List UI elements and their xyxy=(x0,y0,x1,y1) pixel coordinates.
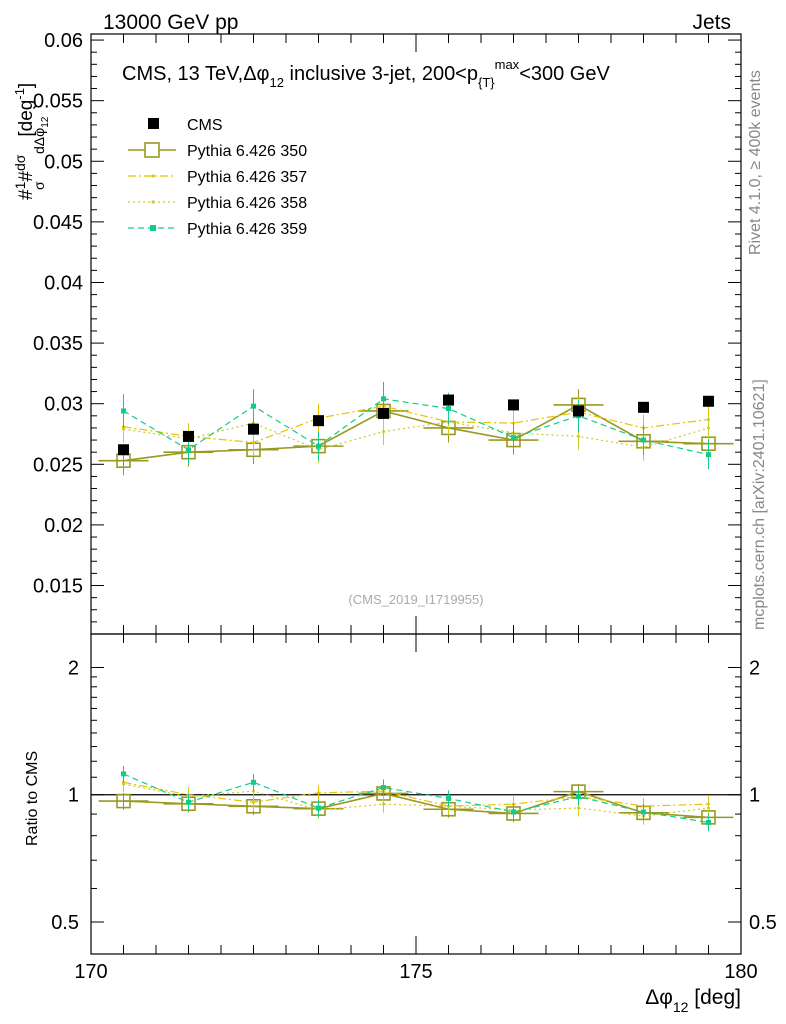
legend-label-p358: Pythia 6.426 358 xyxy=(187,195,307,212)
marker-p357 xyxy=(252,800,255,804)
ratio-ytick-label: 1 xyxy=(68,785,79,807)
marker-p358 xyxy=(252,789,255,793)
series-line-p350 xyxy=(123,790,709,819)
marker-cms xyxy=(508,399,519,411)
legend-label-cms: CMS xyxy=(187,117,223,134)
legend: CMS Pythia 6.426 350 Pythia 6.426 357 Pythi… xyxy=(128,117,307,238)
marker-p359 xyxy=(316,805,321,811)
legend-marker-cms xyxy=(148,118,159,129)
ratio-ytick-label-right: 1 xyxy=(749,785,760,807)
main-ytick-label: 0.055 xyxy=(33,91,83,113)
main-ytick-label: 0.05 xyxy=(44,151,83,173)
main-ytick-label: 0.02 xyxy=(44,515,83,537)
xlabel: Δφ12 [deg] xyxy=(645,986,741,1015)
legend-label-p359: Pythia 6.426 359 xyxy=(187,221,307,238)
series-line-p359 xyxy=(123,773,709,824)
marker-p357 xyxy=(252,440,255,444)
legend-label-p350: Pythia 6.426 350 xyxy=(187,143,307,160)
marker-p359 xyxy=(121,771,126,777)
svg-text:#1#dσ[deg-1]: #1#dσ[deg-1] xyxy=(12,83,37,200)
marker-p359 xyxy=(381,785,386,791)
main-series-group xyxy=(98,381,734,476)
marker-p359 xyxy=(381,396,386,402)
series-line-p358 xyxy=(123,421,709,451)
ratio-ytick-label: 0.5 xyxy=(51,912,79,934)
marker-cms xyxy=(313,415,324,427)
ratio-xtick-label: 180 xyxy=(724,961,757,983)
main-ytick-label: 0.045 xyxy=(33,212,83,234)
main-ytick-label: 0.06 xyxy=(44,30,83,52)
marker-cms xyxy=(573,405,584,417)
marker-p359 xyxy=(641,437,646,443)
ratio-axes: 170 175 180 0.5 0.5 1 1 2 2 xyxy=(51,634,777,983)
main-axes: 0.015 0.02 0.025 0.03 0.035 0.04 0.045 0.05 0.05… xyxy=(33,30,742,635)
legend-marker-p359 xyxy=(150,225,156,231)
marker-p359 xyxy=(446,795,451,801)
marker-cms xyxy=(118,444,129,456)
series-line-p350 xyxy=(123,403,709,462)
main-ytick-label: 0.03 xyxy=(44,394,83,416)
marker-p357 xyxy=(317,791,320,795)
ratio-ylabel: Ratio to CMS xyxy=(24,751,41,846)
main-ytick-label: 0.035 xyxy=(33,333,83,355)
ratio-xtick-label: 170 xyxy=(74,961,107,983)
marker-p359 xyxy=(706,452,711,458)
main-ytick-label: 0.04 xyxy=(44,272,83,294)
ratio-ytick-label-right: 2 xyxy=(749,657,760,679)
header-right: Jets xyxy=(692,11,731,34)
header-left: 13000 GeV pp xyxy=(103,11,238,34)
analysis-watermark: (CMS_2019_I1719955) xyxy=(348,592,483,607)
marker-p359 xyxy=(706,819,711,825)
marker-p359 xyxy=(316,443,321,449)
series-line-p357 xyxy=(123,405,709,444)
marker-cms xyxy=(183,430,194,442)
marker-p359 xyxy=(186,799,191,805)
ratio-series-group xyxy=(98,765,734,832)
marker-p358 xyxy=(577,434,580,438)
marker-p358 xyxy=(382,430,385,434)
marker-p359 xyxy=(576,794,581,800)
marker-p359 xyxy=(121,408,126,414)
chart-title: CMS, 13 TeV,Δφ12 inclusive 3-jet, 200<p{… xyxy=(122,57,610,90)
ratio-xtick-label: 175 xyxy=(399,961,432,983)
marker-p359 xyxy=(511,809,516,815)
series-line-p358 xyxy=(123,783,709,817)
main-ylabel: #1#dσ[deg-1] σ dΔφ12 xyxy=(12,83,51,200)
series-line-p357 xyxy=(123,781,709,807)
marker-p359 xyxy=(446,406,451,412)
marker-cms xyxy=(703,395,714,407)
series-line-p359 xyxy=(123,398,709,456)
marker-p350 xyxy=(116,793,131,809)
svg-text:dΔφ12: dΔφ12 xyxy=(31,116,51,154)
marker-cms xyxy=(378,407,389,419)
marker-p358 xyxy=(382,802,385,806)
main-ytick-label: 0.025 xyxy=(33,454,83,476)
marker-cms xyxy=(248,423,259,435)
marker-cms xyxy=(443,394,454,406)
marker-p359 xyxy=(186,447,191,453)
ratio-ytick-label: 2 xyxy=(68,657,79,679)
legend-marker-p358 xyxy=(151,200,155,204)
legend-marker-p350 xyxy=(144,142,160,158)
marker-p359 xyxy=(511,435,516,441)
marker-p358 xyxy=(577,806,580,810)
marker-p359 xyxy=(251,403,256,409)
marker-p359 xyxy=(251,779,256,785)
marker-p359 xyxy=(641,809,646,815)
marker-p358 xyxy=(707,806,710,810)
mcplots-label: mcplots.cern.ch [arXiv:2401.10621] xyxy=(751,379,768,630)
legend-label-p357: Pythia 6.426 357 xyxy=(187,169,307,186)
marker-p358 xyxy=(707,426,710,430)
rivet-label: Rivet 4.1.0, ≥ 400k events xyxy=(747,70,764,255)
marker-p358 xyxy=(122,782,125,786)
ratio-ytick-label-right: 0.5 xyxy=(749,912,777,934)
legend-marker-p357 xyxy=(151,174,155,178)
marker-p358 xyxy=(122,427,125,431)
svg-text:σ: σ xyxy=(31,181,47,190)
main-ytick-label: 0.015 xyxy=(33,576,83,598)
marker-cms xyxy=(638,401,649,413)
